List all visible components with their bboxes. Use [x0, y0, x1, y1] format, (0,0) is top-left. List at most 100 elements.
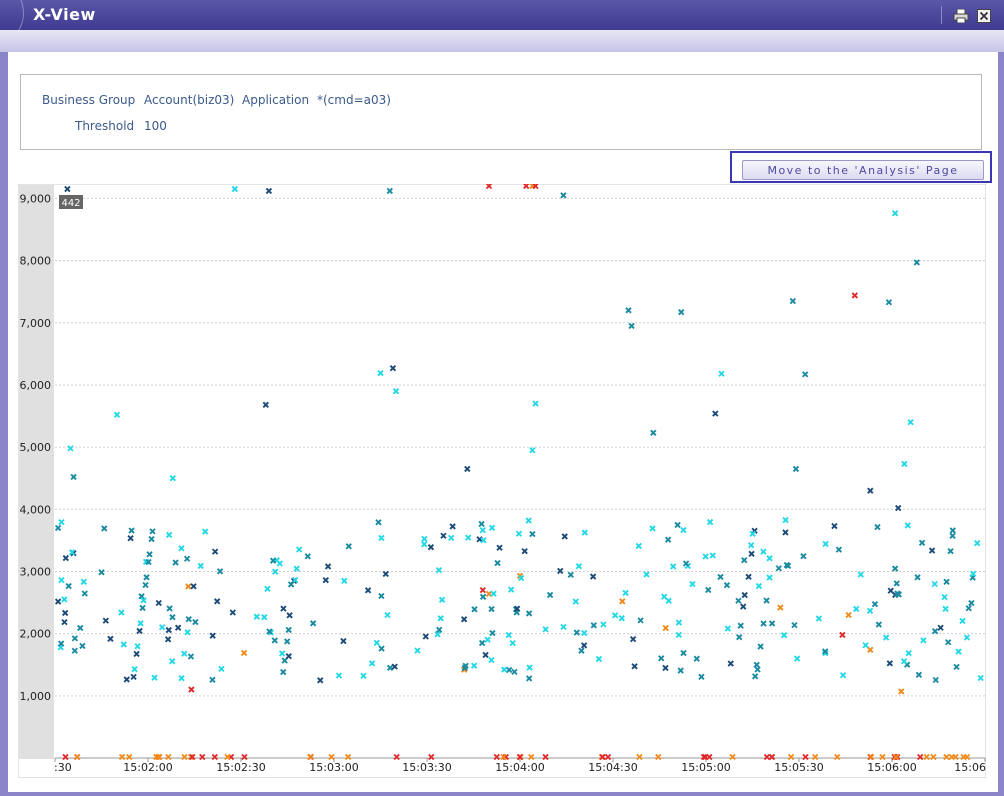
- scatter-point: [485, 184, 493, 190]
- scatter-point: [866, 607, 874, 614]
- scatter-point: [977, 674, 984, 682]
- y-tick-label: 9,000: [20, 192, 52, 205]
- scatter-point: [748, 542, 755, 549]
- baseline-point: [224, 753, 231, 761]
- scatter-point: [386, 664, 394, 671]
- scatter-point: [831, 522, 838, 530]
- baseline-point: [655, 753, 662, 761]
- scatter-point: [421, 535, 428, 543]
- baseline-point: [787, 753, 795, 761]
- scatter-point: [165, 531, 173, 539]
- scatter-point: [494, 559, 501, 567]
- threshold-label: Threshold: [75, 119, 135, 133]
- scatter-point: [488, 605, 495, 613]
- y-tick-label: 2,000: [20, 628, 52, 641]
- scatter-point: [839, 672, 847, 679]
- scatter-point: [727, 660, 734, 667]
- scatter-point: [920, 637, 927, 644]
- scatter-point: [71, 647, 78, 654]
- scatter-point: [867, 646, 874, 653]
- scatter-point: [506, 666, 513, 674]
- scatter-point: [341, 577, 348, 584]
- scatter-point: [488, 524, 496, 532]
- scatter-point: [800, 553, 807, 560]
- scatter-point: [427, 543, 435, 551]
- scatter-point: [853, 605, 860, 613]
- scatter-point: [905, 649, 912, 657]
- scatter-point: [174, 624, 182, 631]
- baseline-point: [923, 753, 930, 761]
- scatter-point: [262, 401, 269, 409]
- scatter-point: [61, 596, 68, 603]
- scatter-point: [560, 623, 567, 631]
- scatter-point: [600, 621, 607, 628]
- scatter-point: [202, 528, 209, 535]
- scatter-point: [280, 668, 287, 676]
- scatter-point: [525, 517, 532, 524]
- scatter-point: [384, 611, 391, 619]
- scatter-point: [278, 650, 286, 657]
- scatter-point: [949, 527, 956, 534]
- scatter-point: [271, 637, 278, 644]
- scatter-point: [515, 530, 523, 537]
- printer-icon[interactable]: [953, 8, 969, 24]
- scatter-point: [891, 565, 899, 572]
- scatter-point: [169, 475, 176, 482]
- content-panel: Business Group Account(biz03) Applicatio…: [8, 52, 998, 792]
- scatter-point: [65, 582, 72, 590]
- scatter-point: [479, 593, 487, 600]
- scatter-point: [705, 586, 712, 594]
- baseline-point: [702, 753, 709, 761]
- value-badge: 442: [59, 195, 83, 209]
- scatter-point: [907, 419, 914, 426]
- scatter-point: [240, 649, 248, 657]
- scatter-point: [102, 617, 109, 624]
- scatter-point: [682, 560, 690, 567]
- x-tick-label: 15:06:00: [867, 761, 916, 774]
- threshold-value: 100: [144, 119, 167, 133]
- scatter-point: [197, 562, 204, 570]
- scatter-point: [557, 567, 564, 575]
- scatter-point: [741, 591, 748, 599]
- y-tick-label: 6,000: [20, 379, 52, 392]
- scatter-point: [953, 663, 960, 671]
- scatter-point: [589, 573, 597, 580]
- scatter-point: [214, 598, 221, 605]
- x-tick-label: 15:03:30: [402, 761, 451, 774]
- scatter-point: [120, 641, 127, 648]
- scatter-point: [561, 533, 568, 540]
- scatter-point: [389, 364, 397, 372]
- scatter-point: [532, 184, 539, 190]
- scatter-point: [581, 629, 588, 637]
- x-tick-label: :30: [54, 761, 72, 774]
- response-scatter-chart[interactable]: 1,000 2,000 3,000 4,000 5,000 6,000 7,000 8,000…: [18, 184, 986, 778]
- analysis-page-button[interactable]: Move to the 'Analysis' Page: [742, 160, 984, 180]
- scatter-point: [368, 660, 376, 667]
- scatter-point: [187, 653, 195, 660]
- scatter-point: [937, 624, 944, 631]
- y-tick-label: 8,000: [20, 255, 52, 268]
- scatter-point: [783, 561, 790, 569]
- scatter-point: [304, 553, 311, 560]
- x-tick-label: 15:05:00: [681, 761, 730, 774]
- scatter-point: [470, 662, 478, 669]
- scatter-point: [680, 526, 687, 534]
- x-tick-label: 15:02:30: [216, 761, 265, 774]
- close-icon[interactable]: [977, 8, 991, 23]
- scatter-point: [792, 465, 800, 473]
- scatter-point: [218, 665, 225, 673]
- scatter-point: [184, 629, 191, 636]
- scatter-point: [155, 599, 162, 607]
- scatter-point: [760, 548, 767, 555]
- scatter-point: [482, 651, 489, 659]
- baseline-point: [73, 753, 81, 761]
- application-label: Application: [242, 93, 310, 107]
- scatter-point: [768, 620, 776, 627]
- scatter-point: [480, 537, 487, 544]
- scatter-point: [317, 677, 324, 684]
- scatter-point: [437, 615, 444, 622]
- scatter-point: [658, 655, 665, 662]
- scatter-point: [763, 597, 770, 604]
- scatter-point: [181, 650, 188, 657]
- scatter-point: [567, 571, 574, 579]
